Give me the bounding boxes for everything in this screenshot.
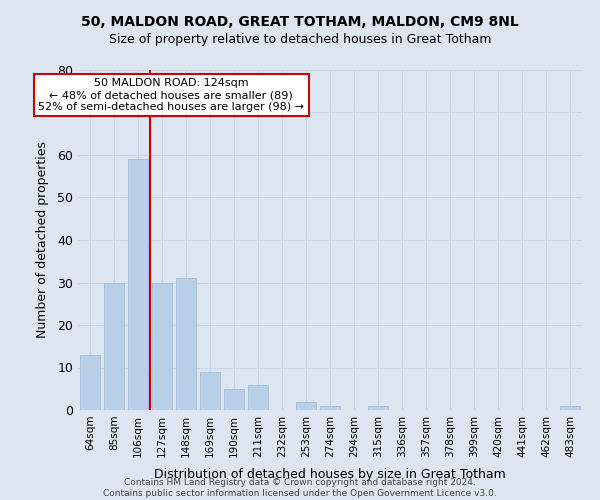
Text: Contains HM Land Registry data © Crown copyright and database right 2024.
Contai: Contains HM Land Registry data © Crown c… — [103, 478, 497, 498]
Bar — [176, 278, 196, 410]
Bar — [560, 406, 580, 410]
Bar — [248, 384, 268, 410]
Bar — [128, 159, 148, 410]
Text: 50, MALDON ROAD, GREAT TOTHAM, MALDON, CM9 8NL: 50, MALDON ROAD, GREAT TOTHAM, MALDON, C… — [81, 15, 519, 29]
Text: 50 MALDON ROAD: 124sqm
← 48% of detached houses are smaller (89)
52% of semi-det: 50 MALDON ROAD: 124sqm ← 48% of detached… — [38, 78, 304, 112]
Bar — [80, 355, 100, 410]
X-axis label: Distribution of detached houses by size in Great Totham: Distribution of detached houses by size … — [154, 468, 506, 481]
Bar — [368, 406, 388, 410]
Bar — [296, 402, 316, 410]
Bar — [152, 282, 172, 410]
Bar — [200, 372, 220, 410]
Text: Size of property relative to detached houses in Great Totham: Size of property relative to detached ho… — [109, 32, 491, 46]
Bar — [320, 406, 340, 410]
Y-axis label: Number of detached properties: Number of detached properties — [36, 142, 49, 338]
Bar — [104, 282, 124, 410]
Bar — [224, 389, 244, 410]
